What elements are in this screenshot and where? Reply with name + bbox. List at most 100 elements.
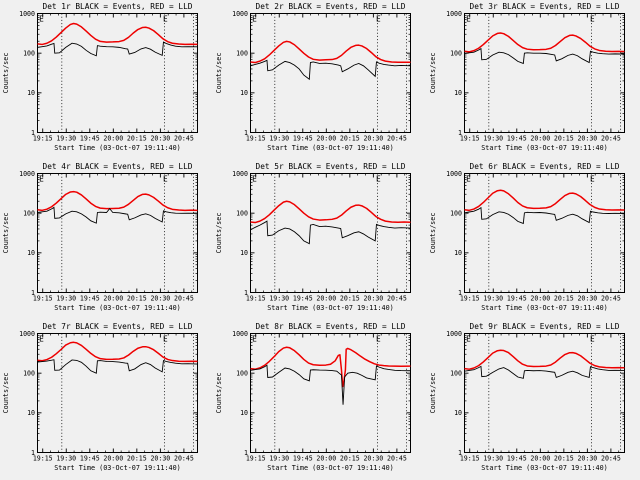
y-tick-label: 10	[454, 89, 462, 97]
y-axis-label: Counts/sec	[215, 373, 223, 414]
x-tick-label: 19:15	[246, 294, 266, 302]
plot-frame	[36, 333, 198, 453]
y-tick-label: 1	[458, 289, 462, 297]
x-tick-label: 19:15	[246, 454, 266, 462]
x-tick-label: 20:00	[317, 134, 337, 142]
y-tick-label: 10	[27, 409, 35, 417]
y-tick-label: 10	[240, 249, 248, 257]
plot-title: Det 7r BLACK = Events, RED = LLD	[43, 322, 193, 331]
plot-frame	[250, 173, 412, 293]
plot-frame	[250, 13, 412, 133]
subplot-svg-det-2r: 19:15 19:30 19:45 20:00 20:15 20:30 20:45 1 10 10…	[215, 2, 412, 152]
plot-title: Det 8r BLACK = Events, RED = LLD	[256, 322, 406, 331]
x-tick-label: 19:45	[293, 294, 313, 302]
y-tick-label: 100	[450, 49, 462, 57]
events-curve	[37, 359, 198, 374]
x-tick-label: 20:00	[103, 134, 123, 142]
subplot-svg-det-9r: 19:15 19:30 19:45 20:00 20:15 20:30 20:45 1 10 10…	[429, 322, 625, 472]
x-tick-label: 20:00	[103, 294, 123, 302]
y-tick-label: 1	[31, 129, 35, 137]
x-tick-label: 20:15	[340, 134, 360, 142]
y-tick-label: 10	[454, 409, 462, 417]
lld-curve	[464, 349, 625, 370]
subplot-svg-det-7r: 19:15 19:30 19:45 20:00 20:15 20:30 20:45 1 10 10…	[2, 322, 198, 472]
x-tick-label: 20:30	[150, 134, 170, 142]
eclipse-flag: E	[39, 15, 44, 24]
y-axis-label: Counts/sec	[215, 213, 223, 254]
eclipse-flag: E	[590, 15, 595, 24]
x-tick-label: 20:00	[317, 454, 337, 462]
subplot-svg-det-3r: 19:15 19:30 19:45 20:00 20:15 20:30 20:45 1 10 10…	[429, 2, 625, 152]
eclipse-flag: E	[252, 175, 257, 184]
x-tick-label: 19:45	[80, 454, 100, 462]
x-tick-label: 19:30	[483, 294, 503, 302]
x-tick-label: 20:15	[340, 454, 360, 462]
plot-title: Det 6r BLACK = Events, RED = LLD	[469, 162, 619, 171]
subplot-det-3r: 19:15 19:30 19:45 20:00 20:15 20:30 20:45 1 10 10…	[427, 0, 640, 160]
plot-title: Det 1r BLACK = Events, RED = LLD	[43, 2, 193, 11]
y-axis-label: Counts/sec	[429, 373, 437, 414]
y-tick-label: 100	[23, 209, 35, 217]
lld-curve	[464, 32, 625, 53]
x-tick-label: 20:45	[387, 454, 407, 462]
x-tick-label: 20:15	[127, 454, 147, 462]
x-tick-label: 20:00	[530, 294, 550, 302]
subplot-det-8r: 19:15 19:30 19:45 20:00 20:15 20:30 20:45 1 10 10…	[213, 320, 426, 480]
events-curve	[464, 365, 625, 379]
x-axis-label: Start Time (03-Oct-07 19:11:40)	[481, 144, 608, 152]
lld-curve	[37, 22, 198, 46]
plot-frame	[463, 173, 625, 293]
x-axis-label: Start Time (03-Oct-07 19:11:40)	[54, 464, 181, 472]
eclipse-flag: E	[163, 15, 168, 24]
x-axis-label: Start Time (03-Oct-07 19:11:40)	[54, 144, 181, 152]
x-tick-label: 20:00	[317, 294, 337, 302]
x-tick-label: 20:45	[387, 134, 407, 142]
x-tick-label: 20:00	[103, 454, 123, 462]
eclipse-flag: E	[466, 175, 471, 184]
subplot-svg-det-6r: 19:15 19:30 19:45 20:00 20:15 20:30 20:45 1 10 10…	[429, 162, 625, 312]
eclipse-flag: E	[252, 335, 257, 344]
y-tick-label: 100	[450, 369, 462, 377]
y-axis-label: Counts/sec	[2, 53, 10, 94]
x-tick-label: 19:45	[507, 134, 527, 142]
eclipse-flag: E	[163, 175, 168, 184]
x-tick-label: 20:15	[340, 294, 360, 302]
y-tick-label: 1000	[19, 330, 35, 338]
x-tick-label: 20:30	[364, 294, 384, 302]
x-tick-label: 20:30	[150, 294, 170, 302]
x-tick-label: 20:30	[577, 134, 597, 142]
eclipse-flag: E	[376, 15, 381, 24]
x-tick-label: 20:15	[127, 134, 147, 142]
subplot-det-6r: 19:15 19:30 19:45 20:00 20:15 20:30 20:45 1 10 10…	[427, 160, 640, 320]
x-tick-label: 20:15	[554, 454, 574, 462]
plot-title: Det 3r BLACK = Events, RED = LLD	[469, 2, 619, 11]
x-axis-label: Start Time (03-Oct-07 19:11:40)	[268, 464, 395, 472]
y-tick-label: 10	[240, 89, 248, 97]
x-axis-label: Start Time (03-Oct-07 19:11:40)	[268, 144, 395, 152]
y-tick-label: 1000	[446, 330, 462, 338]
y-tick-label: 1	[31, 449, 35, 457]
x-tick-label: 19:15	[33, 294, 53, 302]
x-tick-label: 19:45	[293, 134, 313, 142]
x-tick-label: 20:45	[601, 454, 621, 462]
lld-curve	[250, 200, 411, 224]
eclipse-flag: E	[163, 335, 168, 344]
x-axis-label: Start Time (03-Oct-07 19:11:40)	[481, 304, 608, 312]
y-tick-label: 1000	[19, 170, 35, 178]
x-tick-label: 19:15	[246, 134, 266, 142]
plot-frame	[36, 173, 198, 293]
lld-curve	[37, 190, 198, 212]
x-tick-label: 20:00	[530, 134, 550, 142]
y-tick-label: 10	[454, 249, 462, 257]
y-tick-label: 1	[31, 289, 35, 297]
y-axis-label: Counts/sec	[215, 53, 223, 94]
y-tick-label: 1	[458, 129, 462, 137]
subplot-det-9r: 19:15 19:30 19:45 20:00 20:15 20:30 20:45 1 10 10…	[427, 320, 640, 480]
subplot-det-7r: 19:15 19:30 19:45 20:00 20:15 20:30 20:45 1 10 10…	[0, 320, 213, 480]
x-tick-label: 20:45	[174, 134, 194, 142]
eclipse-flag: E	[376, 175, 381, 184]
events-curve	[37, 206, 198, 224]
x-tick-label: 19:30	[56, 454, 76, 462]
plot-title: Det 2r BLACK = Events, RED = LLD	[256, 2, 406, 11]
x-tick-label: 20:15	[554, 134, 574, 142]
